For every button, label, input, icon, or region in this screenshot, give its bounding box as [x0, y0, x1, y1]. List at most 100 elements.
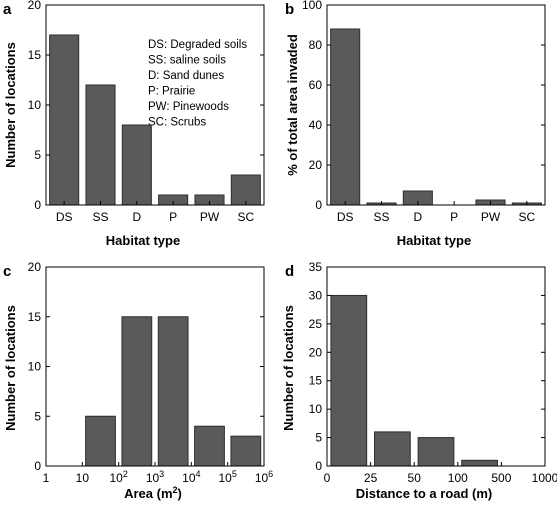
xtick-label-b-5: SC: [518, 210, 535, 224]
xtick-label-a-0: DS: [56, 210, 73, 224]
bar-c-2: [121, 316, 153, 467]
x-axis-label-a: Habitat type: [106, 233, 180, 248]
plot-frame-d: [326, 266, 546, 467]
ytick-label-b-5: 100: [302, 0, 322, 12]
xtick-label-a-2: D: [132, 210, 141, 224]
xtick-label-c-1: 10: [76, 471, 90, 485]
ytick-label-c-1: 5: [34, 409, 41, 423]
xtick-label-c-4: 104: [182, 469, 200, 485]
xtick-label-a-1: SS: [92, 210, 108, 224]
ytick-label-d-5: 25: [309, 317, 323, 331]
ytick-label-c-4: 20: [28, 260, 42, 274]
legend-line-a-3: P: Prairie: [148, 86, 195, 98]
xtick-label-base-c-6: 10: [255, 471, 269, 485]
xtick-label-b-3: P: [450, 210, 458, 224]
legend-line-a-0: DS: Degraded soils: [148, 39, 247, 51]
xtick-label-d-4: 500: [491, 471, 511, 485]
xtick-label-b-4: PW: [481, 210, 501, 224]
ytick-label-d-1: 5: [315, 431, 322, 445]
ytick-label-a-3: 15: [28, 48, 42, 62]
xtick-label-d-3: 100: [448, 471, 468, 485]
panel-letter-c: c: [3, 263, 11, 280]
bar-a-1: [85, 84, 116, 206]
ytick-label-b-1: 20: [309, 158, 323, 172]
xtick-label-a-4: PW: [200, 210, 220, 224]
panel-letter-b: b: [285, 1, 294, 18]
ytick-label-d-4: 20: [309, 345, 323, 359]
xtick-label-exp-c-2: 2: [123, 469, 128, 479]
panel-d: d Number of locations Distance to a road…: [281, 260, 557, 501]
ytick-label-d-3: 15: [309, 374, 323, 388]
xtick-label-c-0: 1: [43, 471, 50, 485]
ytick-label-b-0: 0: [315, 198, 322, 212]
bar-d-2: [417, 437, 455, 467]
x-axis-label-c-exp: 2: [173, 485, 178, 495]
ytick-label-a-2: 10: [28, 98, 42, 112]
panel-b: b % of total area invaded Habitat type 0…: [285, 0, 546, 248]
panel-letter-d: d: [285, 263, 294, 280]
ytick-label-c-0: 0: [34, 459, 41, 473]
xtick-label-d-0: 0: [324, 471, 331, 485]
panel-a: a Number of locations Habitat type DS: D…: [3, 0, 265, 248]
bar-d-1: [374, 431, 411, 467]
ytick-label-d-0: 0: [315, 459, 322, 473]
bar-b-0: [330, 28, 361, 206]
x-axis-label-c-tail: ): [178, 486, 182, 501]
xtick-label-a-5: SC: [237, 210, 254, 224]
xtick-label-d-2: 50: [408, 471, 422, 485]
xtick-label-base-c-4: 10: [182, 471, 196, 485]
xtick-label-base-c-3: 10: [146, 471, 160, 485]
xtick-label-exp-c-6: 6: [268, 469, 273, 479]
xtick-label-base-c-5: 10: [218, 471, 232, 485]
x-axis-label-c-base: Area (m: [124, 486, 172, 501]
xtick-label-d-1: 25: [364, 471, 378, 485]
xtick-label-c-3: 103: [146, 469, 164, 485]
legend-line-a-1: SS: saline soils: [148, 55, 226, 67]
xtick-label-c-2: 102: [109, 469, 127, 485]
xtick-label-c-5: 105: [218, 469, 236, 485]
bar-c-1: [85, 415, 116, 467]
y-axis-label-c: Number of locations: [3, 305, 18, 431]
bar-c-5: [230, 435, 262, 467]
xtick-label-b-1: SS: [373, 210, 389, 224]
ytick-label-d-7: 35: [309, 260, 323, 274]
xtick-label-exp-c-3: 3: [159, 469, 164, 479]
ytick-label-a-1: 5: [34, 148, 41, 162]
xtick-label-b-0: DS: [337, 210, 354, 224]
y-axis-label-b: % of total area invaded: [285, 34, 300, 176]
ytick-label-b-2: 40: [309, 118, 323, 132]
legend-line-a-5: SC: Scrubs: [148, 117, 206, 129]
xtick-label-a-3: P: [169, 210, 177, 224]
bar-a-0: [49, 34, 80, 206]
x-axis-label-d: Distance to a road (m): [356, 486, 493, 501]
ytick-label-b-3: 60: [309, 78, 323, 92]
panel-letter-a: a: [3, 1, 12, 18]
bar-d-3: [461, 459, 498, 467]
ytick-label-a-0: 0: [34, 198, 41, 212]
x-axis-label-b: Habitat type: [397, 233, 471, 248]
ytick-label-d-6: 30: [309, 288, 323, 302]
xtick-label-exp-c-5: 5: [232, 469, 237, 479]
bar-d-0: [330, 294, 368, 467]
y-axis-label-d: Number of locations: [281, 305, 296, 431]
ytick-label-a-4: 20: [28, 0, 42, 12]
y-axis-label-a: Number of locations: [3, 42, 18, 168]
ytick-label-c-2: 10: [28, 360, 42, 374]
panel-c: c Number of locations Area (m2) 05101520…: [3, 260, 273, 501]
ytick-label-d-2: 10: [309, 402, 323, 416]
xtick-label-base-c-2: 10: [109, 471, 123, 485]
plot-frame-b: [326, 4, 546, 206]
legend-a: DS: Degraded soils SS: saline soils D: San…: [148, 39, 247, 129]
xtick-label-b-2: D: [413, 210, 422, 224]
xtick-label-base-c-1: 10: [76, 471, 90, 485]
bar-a-5: [230, 174, 261, 206]
bar-a-2: [121, 124, 152, 206]
xtick-label-base-c-0: 1: [43, 471, 50, 485]
x-axis-label-c: Area (m2): [124, 485, 182, 501]
bar-c-4: [194, 425, 225, 467]
xtick-label-d-5: 1000: [532, 471, 557, 485]
ytick-label-b-4: 80: [309, 38, 323, 52]
ytick-label-c-3: 15: [28, 310, 42, 324]
legend-line-a-2: D: Sand dunes: [148, 70, 224, 82]
